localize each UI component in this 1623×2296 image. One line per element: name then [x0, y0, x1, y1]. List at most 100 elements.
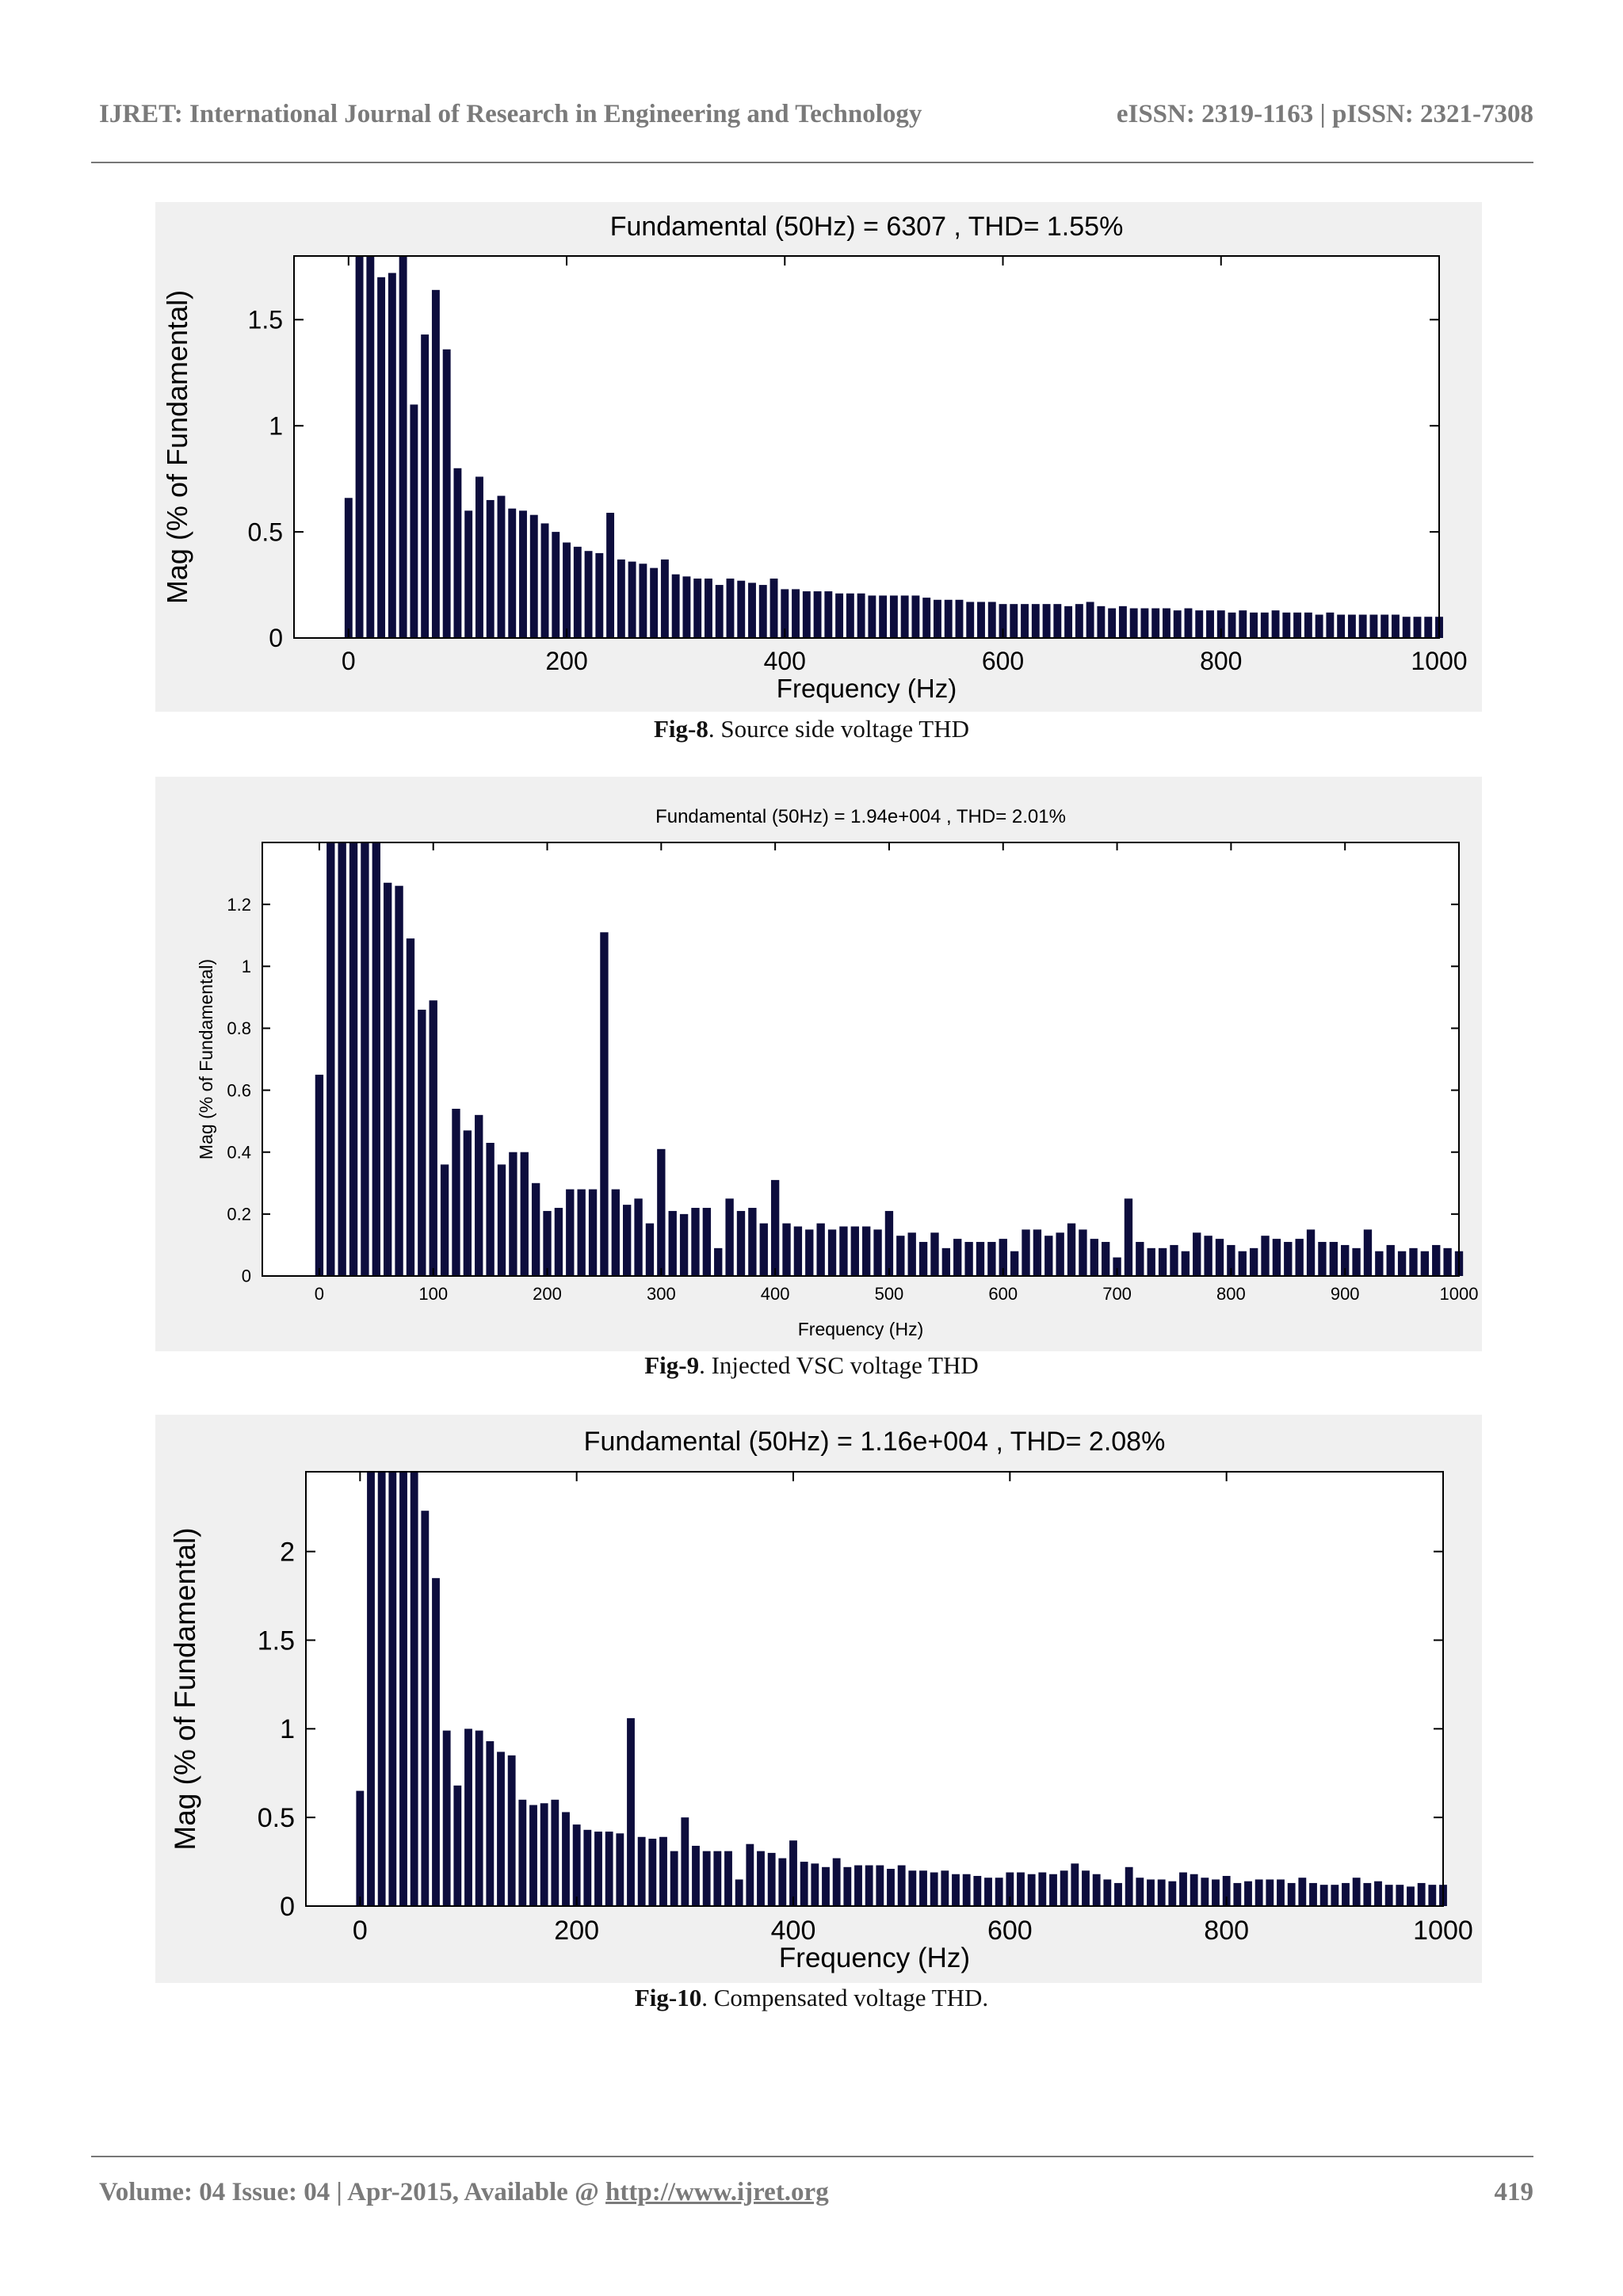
bar	[440, 1164, 449, 1276]
bar	[955, 599, 964, 638]
bar	[637, 1836, 646, 1906]
bar	[1254, 1879, 1263, 1906]
y-axis-label: Mag (% of Fundamental)	[169, 1527, 201, 1850]
bar	[1181, 1251, 1190, 1276]
bar	[1341, 1244, 1350, 1276]
bar	[645, 1223, 655, 1276]
bar	[660, 559, 669, 638]
bar	[355, 256, 364, 638]
bar	[1114, 1882, 1122, 1906]
bar	[421, 1511, 430, 1906]
bar	[442, 349, 451, 638]
bar	[1337, 614, 1346, 638]
bar	[1060, 1870, 1068, 1906]
bar	[976, 1242, 985, 1276]
bar	[919, 1870, 927, 1906]
y-tick-label: 0.5	[248, 518, 283, 546]
bar	[714, 1247, 723, 1276]
bar	[668, 1210, 677, 1276]
bar	[1331, 1885, 1339, 1906]
bar	[659, 1836, 667, 1906]
bar	[746, 1843, 754, 1906]
y-tick-label: 1.5	[258, 1626, 295, 1656]
bar	[1363, 1882, 1372, 1906]
footer-volume-text: Volume: 04 Issue: 04 | Apr-2015, Availab…	[99, 2178, 606, 2206]
bar	[1384, 1885, 1393, 1906]
bar	[315, 1075, 324, 1276]
figure-9-label: Fig-9	[644, 1351, 700, 1379]
x-tick-label: 200	[545, 647, 587, 675]
bar	[778, 1858, 787, 1906]
figure-10-caption: Fig-10. Compensated voltage THD.	[0, 1984, 1623, 2012]
bar	[464, 510, 473, 638]
figure-9-caption-text: . Injected VSC voltage THD	[699, 1351, 979, 1379]
x-tick-label: 800	[1216, 1284, 1246, 1304]
bar	[617, 559, 625, 638]
bar	[418, 1009, 426, 1276]
bar	[792, 589, 800, 638]
bar	[1358, 614, 1367, 638]
bar	[338, 842, 346, 1276]
bar	[1168, 1881, 1177, 1906]
bar	[911, 595, 920, 638]
bar	[1179, 1872, 1187, 1906]
bar	[1271, 610, 1280, 638]
bar	[634, 1198, 643, 1276]
plot-area	[262, 842, 1459, 1276]
bar	[384, 882, 392, 1276]
bar	[1396, 1885, 1404, 1906]
bar	[1304, 612, 1312, 638]
bar	[984, 1878, 992, 1906]
bar	[486, 499, 495, 638]
x-tick-label: 1000	[1413, 1916, 1473, 1946]
figure-8-caption-text: . Source side voltage THD	[708, 715, 970, 743]
x-tick-label: 100	[418, 1284, 448, 1304]
bar	[977, 602, 985, 638]
x-axis-label: Frequency (Hz)	[798, 1319, 923, 1339]
bar	[1249, 1247, 1258, 1276]
bar	[782, 1223, 791, 1276]
plot-frame	[293, 255, 1440, 639]
bar	[889, 595, 898, 638]
bar	[1250, 612, 1258, 638]
bar	[606, 513, 615, 638]
y-tick-label: 0.2	[227, 1205, 251, 1224]
journal-title: IJRET: International Journal of Research…	[99, 100, 922, 128]
bar	[987, 1242, 996, 1276]
bar	[463, 1130, 472, 1276]
bar	[907, 1232, 916, 1276]
bar	[1306, 1229, 1316, 1276]
bar	[748, 583, 756, 638]
bar	[865, 1865, 873, 1906]
bar	[824, 591, 833, 638]
bar	[767, 1852, 776, 1906]
x-tick-label: 300	[647, 1284, 676, 1304]
bar	[857, 593, 865, 638]
bar	[1108, 608, 1117, 638]
bar	[995, 1878, 1003, 1906]
bar	[693, 579, 702, 638]
bar	[671, 574, 680, 638]
y-tick-label: 1.5	[248, 306, 283, 334]
bar	[406, 938, 415, 1276]
y-tick-label: 1	[269, 411, 283, 440]
bar	[453, 1785, 462, 1906]
bar	[973, 1875, 982, 1906]
bar	[726, 579, 735, 638]
bar	[1424, 617, 1433, 638]
bar	[583, 1829, 592, 1906]
bar	[1049, 1874, 1057, 1906]
bar	[1375, 1251, 1384, 1276]
bar	[464, 1729, 472, 1906]
y-tick-label: 0.6	[227, 1080, 251, 1100]
bar	[1157, 1879, 1166, 1906]
bar	[508, 508, 517, 638]
bar	[1295, 1239, 1304, 1276]
bar	[715, 585, 724, 638]
bar	[356, 1790, 365, 1906]
bar	[1284, 1242, 1293, 1276]
footer-link[interactable]: http://www.ijret.org	[605, 2178, 829, 2206]
bar	[1381, 614, 1389, 638]
bar	[1227, 1244, 1235, 1276]
y-tick-label: 1	[242, 957, 251, 976]
